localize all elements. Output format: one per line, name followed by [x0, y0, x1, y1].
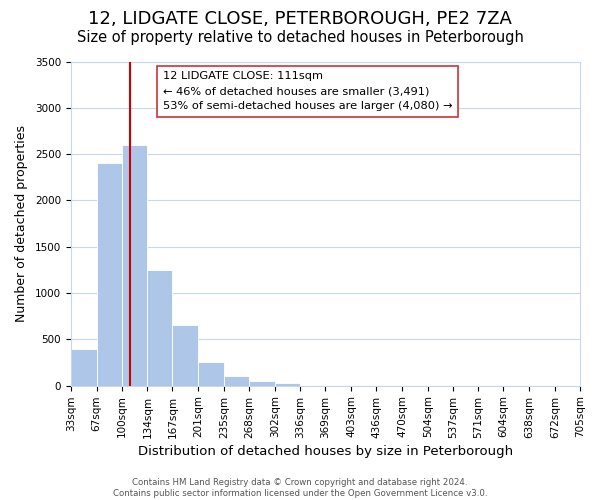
Bar: [148, 270, 172, 386]
Text: 12, LIDGATE CLOSE, PETERBOROUGH, PE2 7ZA: 12, LIDGATE CLOSE, PETERBOROUGH, PE2 7ZA: [88, 10, 512, 28]
Bar: [224, 376, 249, 386]
Bar: [198, 362, 224, 386]
Bar: [249, 381, 275, 386]
Bar: [71, 348, 97, 386]
Y-axis label: Number of detached properties: Number of detached properties: [15, 125, 28, 322]
Text: Contains HM Land Registry data © Crown copyright and database right 2024.
Contai: Contains HM Land Registry data © Crown c…: [113, 478, 487, 498]
Bar: [97, 164, 122, 386]
Text: 12 LIDGATE CLOSE: 111sqm
← 46% of detached houses are smaller (3,491)
53% of sem: 12 LIDGATE CLOSE: 111sqm ← 46% of detach…: [163, 71, 452, 111]
Bar: [122, 145, 148, 386]
Bar: [275, 383, 301, 386]
Text: Size of property relative to detached houses in Peterborough: Size of property relative to detached ho…: [77, 30, 523, 45]
X-axis label: Distribution of detached houses by size in Peterborough: Distribution of detached houses by size …: [138, 444, 513, 458]
Bar: [172, 326, 198, 386]
